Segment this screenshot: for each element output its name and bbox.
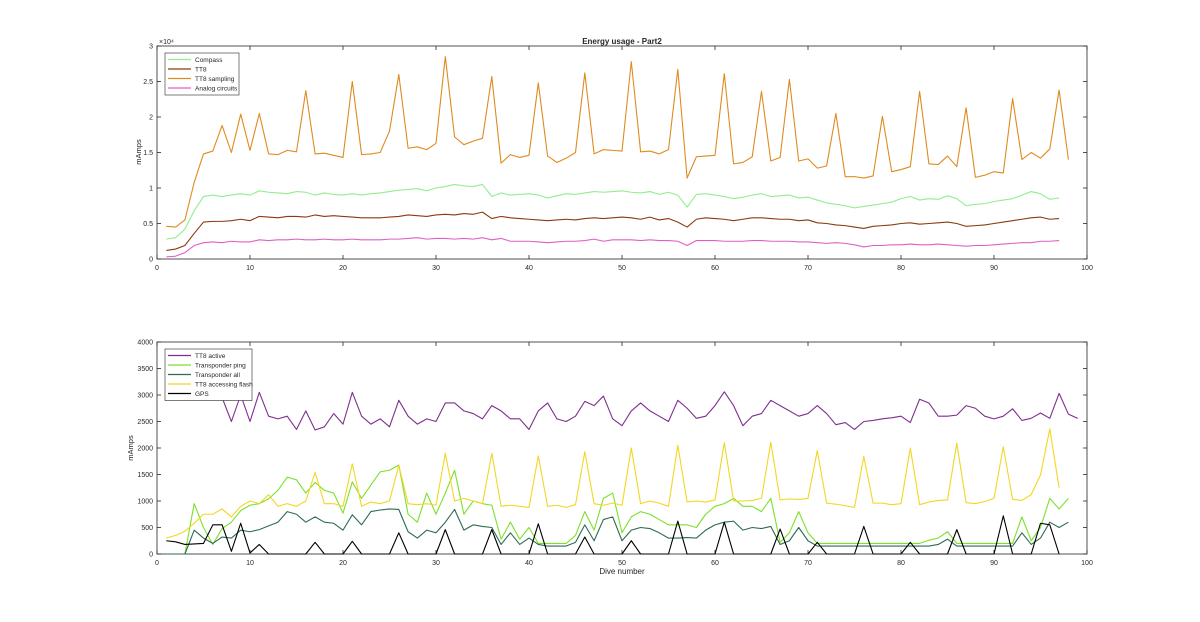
legend-entry-label: GPS xyxy=(195,391,209,398)
top-x-tick-label: 0 xyxy=(155,265,159,272)
series-line-transponder-ping xyxy=(166,464,1069,555)
top-x-tick-label: 80 xyxy=(897,265,905,272)
bottom-y-tick-label: 1000 xyxy=(137,499,153,506)
legend-entry-label: Transponder all xyxy=(195,372,240,379)
top-y-tick-label: 1.5 xyxy=(143,150,153,157)
bottom-series-group xyxy=(166,391,1078,555)
top-x-tick-label: 90 xyxy=(990,265,998,272)
legend-entry-label: TT8 active xyxy=(195,353,226,360)
bottom-plot-area xyxy=(156,341,1088,555)
top-x-tick-label: 100 xyxy=(1081,265,1093,272)
bottom-x-tick-label: 40 xyxy=(525,560,533,567)
bottom-legend: TT8 active Transponder ping Transponder al… xyxy=(164,348,253,401)
series-line-transponder-all xyxy=(166,508,1069,555)
bottom-x-tick-label: 100 xyxy=(1081,560,1093,567)
top-y-tick-label: 0.5 xyxy=(143,221,153,228)
bottom-x-tick-label: 60 xyxy=(711,560,719,567)
top-x-ticks: 0 10 20 30 40 50 60 70 80 90 100 xyxy=(155,46,1093,272)
bottom-x-tick-label: 30 xyxy=(432,560,440,567)
top-axes: Energy usage - Part2 ×10⁴ mAmps 0 10 20 30 4… xyxy=(134,37,1093,272)
bottom-x-ticks: 0 10 20 30 40 50 60 70 80 90 100 xyxy=(155,342,1093,567)
legend-entry-label: Transponder ping xyxy=(195,362,246,369)
legend-entry-label: TT8 sampling xyxy=(195,76,235,83)
bottom-y-tick-label: 1500 xyxy=(137,472,153,479)
series-line-tt8-active xyxy=(221,391,1078,431)
top-series-group xyxy=(166,56,1069,258)
top-x-tick-label: 60 xyxy=(711,265,719,272)
series-line-tt8-accessing-flash xyxy=(166,428,1060,539)
top-x-tick-label: 40 xyxy=(525,265,533,272)
legend-entry-label: TT8 xyxy=(195,66,207,73)
top-y-axis-label: mAmps xyxy=(134,139,143,165)
top-y-tick-label: 1 xyxy=(149,186,153,193)
series-line-analog-circuits xyxy=(166,237,1060,258)
top-y-tick-label: 2.5 xyxy=(143,79,153,86)
top-x-tick-label: 70 xyxy=(804,265,812,272)
top-y-tick-label: 3 xyxy=(149,44,153,51)
bottom-x-tick-label: 0 xyxy=(155,560,159,567)
top-chart-title: Energy usage - Part2 xyxy=(582,37,662,46)
bottom-x-axis-label: Dive number xyxy=(599,567,645,576)
bottom-axes: mAmps Dive number 0 10 20 30 40 50 60 70 80 90 100… xyxy=(126,340,1093,577)
top-x-tick-label: 10 xyxy=(246,265,254,272)
bottom-y-axis-label: mAmps xyxy=(126,435,135,461)
top-y-exponent-label: ×10⁴ xyxy=(159,39,174,46)
legend-entry-label: Analog circuits xyxy=(195,85,238,92)
bottom-y-ticks: 0 500 1000 1500 2000 2500 3000 3500 4000 xyxy=(137,340,1087,559)
series-line-tt8 xyxy=(166,211,1060,252)
bottom-y-tick-label: 0 xyxy=(149,552,153,559)
bottom-y-tick-label: 2000 xyxy=(137,446,153,453)
bottom-y-tick-label: 500 xyxy=(141,525,153,532)
top-y-tick-label: 2 xyxy=(149,115,153,122)
top-x-tick-label: 20 xyxy=(339,265,347,272)
bottom-x-tick-label: 90 xyxy=(990,560,998,567)
bottom-y-tick-label: 3500 xyxy=(137,366,153,373)
top-y-ticks: 0 0.5 1 1.5 2 2.5 3 xyxy=(143,44,1087,264)
series-line-tt8-sampling xyxy=(166,56,1069,228)
bottom-x-tick-label: 80 xyxy=(897,560,905,567)
series-line-gps xyxy=(166,515,1060,555)
legend-entry-label: TT8 accessing flash xyxy=(195,381,253,388)
bottom-x-tick-label: 70 xyxy=(804,560,812,567)
bottom-x-tick-label: 10 xyxy=(246,560,254,567)
top-y-tick-label: 0 xyxy=(149,257,153,264)
bottom-y-tick-label: 4000 xyxy=(137,340,153,347)
series-line-compass xyxy=(166,183,1060,240)
bottom-x-tick-label: 50 xyxy=(618,560,626,567)
top-legend: Compass TT8 TT8 sampling Analog circuits xyxy=(164,52,240,96)
top-x-tick-label: 30 xyxy=(432,265,440,272)
bottom-y-tick-label: 2500 xyxy=(137,419,153,426)
legend-entry-label: Compass xyxy=(195,57,223,64)
top-x-tick-label: 50 xyxy=(618,265,626,272)
bottom-y-tick-label: 3000 xyxy=(137,393,153,400)
bottom-x-tick-label: 20 xyxy=(339,560,347,567)
top-plot-area xyxy=(156,45,1088,260)
